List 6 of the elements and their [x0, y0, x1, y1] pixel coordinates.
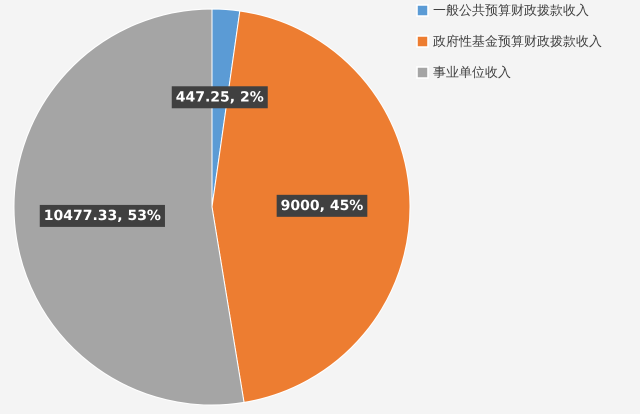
legend-label: 事业单位收入	[433, 66, 511, 80]
data-label: 9000, 45%	[280, 198, 364, 214]
data-label: 10477.33, 53%	[44, 208, 161, 224]
legend-label: 政府性基金预算财政拨款收入	[433, 34, 602, 50]
legend-label: 一般公共预算财政拨款收入	[433, 4, 589, 18]
data-label: 447.25, 2%	[176, 89, 264, 106]
